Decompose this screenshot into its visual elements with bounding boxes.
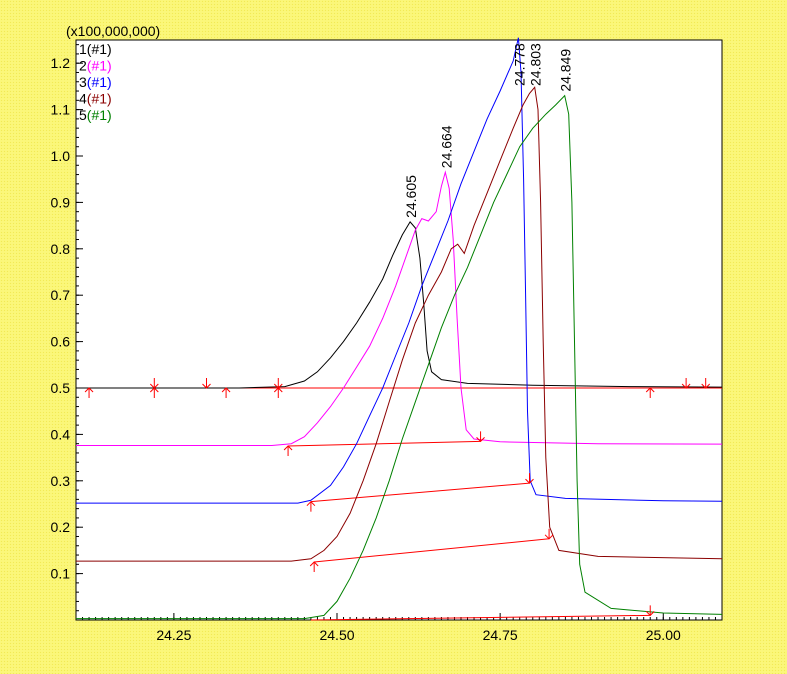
series-group [76, 37, 723, 620]
integration-baseline [314, 538, 550, 563]
y-tick-label: 0.7 [51, 287, 71, 303]
peak-label: 24.664 [438, 125, 454, 168]
integration-baselines [76, 387, 722, 621]
y-tick-label: 1.2 [51, 55, 71, 71]
integration-marker [202, 378, 211, 389]
legend-entry-3: 3(#1) [79, 74, 112, 90]
marker-head [309, 561, 319, 567]
series-line-1 [76, 221, 723, 389]
y-tick-label: 0.6 [51, 334, 71, 350]
y-multiplier-label: (x100,000,000) [66, 23, 160, 39]
integration-marker [701, 378, 711, 389]
legend-entry-2: 2(#1) [79, 58, 112, 74]
peak-label: 24.778 [511, 43, 527, 86]
marker-head [701, 383, 711, 389]
integration-marker [306, 500, 316, 512]
marker-head [476, 437, 485, 443]
x-tick-label: 24.75 [483, 627, 518, 643]
integration-marker [525, 473, 534, 484]
y-tick-label: 0.1 [51, 566, 71, 582]
legend-entry-5: 5(#1) [79, 107, 112, 123]
marker-head [283, 445, 293, 451]
y-tick-label: 0.5 [51, 380, 71, 396]
marker-head [273, 383, 283, 389]
peak-label: 24.849 [558, 49, 574, 92]
integration-markers [84, 378, 711, 617]
series-line-3 [76, 37, 723, 504]
marker-head [221, 387, 231, 393]
integration-marker [681, 378, 691, 389]
marker-head [84, 387, 94, 393]
plot-area [75, 39, 723, 621]
integration-marker [645, 387, 655, 398]
integration-baseline [288, 440, 481, 447]
peak-labels: 24.605 24.664 24.778 24.803 24.849 [403, 43, 574, 218]
x-tick-label: 24.50 [319, 627, 354, 643]
axis-ticks: 0.1 0.2 0.3 0.4 0.5 0.6 0.7 0.8 0.9 1.0 1.1 1.2 24.2… [51, 44, 716, 643]
y-tick-label: 1.0 [51, 148, 71, 164]
y-tick-label: 0.8 [51, 241, 71, 257]
marker-head [645, 611, 655, 617]
integration-marker [84, 387, 94, 398]
integration-marker [476, 431, 485, 443]
x-tick-label: 24.25 [156, 627, 191, 643]
y-tick-label: 1.1 [51, 102, 71, 118]
marker-head [202, 383, 211, 389]
y-tick-label: 0.9 [51, 194, 71, 210]
integration-marker [645, 605, 655, 617]
peak-label: 24.605 [403, 175, 419, 218]
integration-marker [149, 378, 159, 398]
marker-head [645, 387, 655, 393]
integration-marker [283, 445, 293, 456]
y-tick-label: 0.3 [51, 473, 71, 489]
legend: 1(#1)2(#1)3(#1)4(#1)5(#1) [79, 41, 112, 123]
series-line-4 [76, 86, 723, 562]
legend-entry-1: 1(#1) [79, 41, 112, 57]
y-tick-label: 0.4 [51, 426, 71, 442]
integration-marker [544, 528, 554, 540]
y-tick-label: 0.2 [51, 519, 71, 535]
marker-head [306, 500, 316, 507]
integration-marker [273, 378, 283, 398]
legend-entry-4: 4(#1) [79, 91, 112, 107]
series-line-5 [76, 94, 723, 620]
integration-baseline [310, 614, 651, 621]
series-line-2 [76, 170, 723, 446]
peak-label: 24.803 [528, 43, 544, 86]
x-tick-label: 25.00 [646, 627, 681, 643]
integration-marker [221, 387, 231, 398]
marker-head [544, 534, 554, 540]
integration-marker [309, 561, 319, 572]
integration-baseline [310, 482, 530, 503]
marker-head [525, 478, 534, 484]
marker-head [149, 383, 159, 389]
marker-head [681, 383, 691, 389]
